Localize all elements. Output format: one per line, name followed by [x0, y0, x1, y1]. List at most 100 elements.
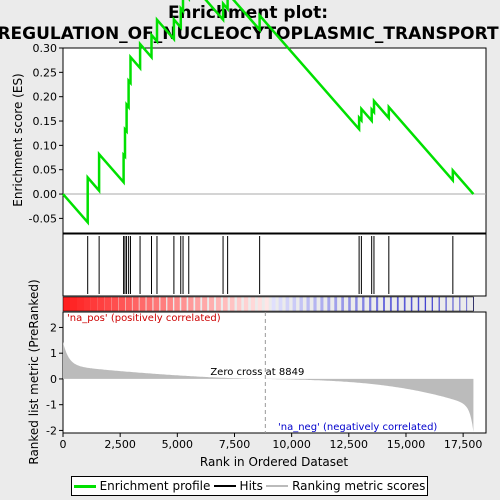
x-axis-label: Rank in Ordered Dataset — [200, 455, 348, 469]
legend-swatch-metric — [266, 485, 288, 487]
legend: Enrichment profile Hits Ranking metric s… — [71, 476, 428, 496]
rank-color-bar — [63, 297, 474, 311]
x-tick-label: 2,500 — [104, 438, 136, 451]
x-tick-label: 10,000 — [272, 438, 311, 451]
metric-y-tick-label: 2 — [50, 321, 57, 334]
x-tick-label: 5,000 — [162, 438, 194, 451]
color-bar-segment — [188, 297, 193, 311]
legend-item-hits: Hits — [214, 479, 263, 493]
color-bar-segment — [293, 297, 297, 311]
es-y-axis-label: Enrichment score (ES) — [11, 73, 25, 206]
color-bar-segment — [300, 297, 303, 311]
color-bar-segment — [383, 297, 385, 311]
es-y-tick-label: 0.15 — [33, 115, 58, 128]
neg-correlated-label: 'na_neg' (negatively correlated) — [278, 422, 437, 433]
color-bar-segment — [418, 297, 419, 311]
color-bar-segment — [279, 297, 283, 311]
metric-y-tick-label: -1 — [46, 399, 57, 412]
es-y-tick-label: 0.30 — [33, 42, 58, 55]
legend-item-metric: Ranking metric scores — [266, 479, 425, 493]
color-bar-segment — [453, 297, 454, 311]
color-bar-segment — [439, 297, 440, 311]
color-bar-segment — [98, 297, 105, 311]
color-bar-segment — [390, 297, 392, 311]
color-bar-segment — [223, 297, 228, 311]
color-bar-segment — [112, 297, 119, 311]
color-bar-segment — [153, 297, 159, 311]
x-tick-label: 17,500 — [444, 438, 483, 451]
color-bar-segment — [446, 297, 447, 311]
color-bar-segment — [63, 297, 70, 311]
color-bar-segment — [202, 297, 207, 311]
legend-swatch-hits — [214, 485, 236, 487]
color-bar-segment — [84, 297, 91, 311]
color-bar-segment — [466, 297, 467, 311]
pos-correlated-label: 'na_pos' (positively correlated) — [67, 313, 221, 324]
color-bar-segment — [265, 297, 269, 311]
color-bar-segment — [404, 297, 406, 311]
legend-label-enrichment: Enrichment profile — [100, 479, 211, 493]
es-y-tick-label: 0.00 — [33, 188, 58, 201]
color-bar-segment — [425, 297, 426, 311]
color-bar-segment — [348, 297, 351, 311]
es-y-tick-label: -0.05 — [29, 212, 57, 225]
color-bar-segment — [327, 297, 330, 311]
color-bar-segment — [167, 297, 173, 311]
color-bar-segment — [334, 297, 337, 311]
color-bar-segment — [411, 297, 413, 311]
color-bar-segment — [126, 297, 132, 311]
color-bar-segment — [320, 297, 323, 311]
color-bar-segment — [244, 297, 248, 311]
color-bar-segment — [146, 297, 152, 311]
color-bar-segment — [230, 297, 235, 311]
color-bar-segment — [251, 297, 255, 311]
color-bar-segment — [133, 297, 139, 311]
color-bar-segment — [286, 297, 290, 311]
color-bar-segment — [160, 297, 166, 311]
legend-label-metric: Ranking metric scores — [292, 479, 425, 493]
color-bar-segment — [258, 297, 262, 311]
legend-item-enrichment: Enrichment profile — [74, 479, 211, 493]
x-tick-label: 0 — [60, 438, 67, 451]
legend-label-hits: Hits — [240, 479, 263, 493]
color-bar-segment — [70, 297, 77, 311]
color-bar-segment — [77, 297, 84, 311]
color-bar-segment — [272, 297, 276, 311]
metric-y-tick-label: -2 — [46, 424, 57, 437]
color-bar-segment — [397, 297, 399, 311]
color-bar-segment — [432, 297, 433, 311]
color-bar-segment — [216, 297, 221, 311]
color-bar-segment — [369, 297, 371, 311]
es-y-tick-label: 0.25 — [33, 66, 58, 79]
color-bar-segment — [209, 297, 214, 311]
color-bar-segment — [237, 297, 241, 311]
color-bar-segment — [174, 297, 179, 311]
color-bar-segment — [355, 297, 357, 311]
color-bar-segment — [313, 297, 316, 311]
es-y-tick-label: 0.05 — [33, 164, 58, 177]
x-tick-label: 12,500 — [330, 438, 369, 451]
color-bar-segment — [195, 297, 200, 311]
legend-swatch-enrichment — [74, 485, 96, 488]
chart-title-line1: Enrichment plot: — [168, 3, 328, 23]
color-bar-segment — [119, 297, 125, 311]
color-bar-segment — [376, 297, 378, 311]
color-bar-segment — [460, 297, 461, 311]
metric-y-tick-label: 1 — [50, 347, 57, 360]
es-y-tick-label: 0.10 — [33, 139, 58, 152]
color-bar-segment — [91, 297, 98, 311]
es-y-tick-label: 0.20 — [33, 91, 58, 104]
color-bar-segment — [181, 297, 186, 311]
zero-cross-label: Zero cross at 8849 — [210, 367, 304, 378]
color-bar-segment — [140, 297, 146, 311]
color-bar-segment — [341, 297, 344, 311]
chart-title-line2: REGULATION_OF_NUCLEOCYTOPLASMIC_TRANSPOR… — [0, 24, 499, 44]
color-bar-segment — [306, 297, 309, 311]
metric-y-tick-label: 0 — [50, 373, 57, 386]
x-tick-label: 7,500 — [219, 438, 251, 451]
color-bar-segment — [105, 297, 112, 311]
color-bar-segment — [362, 297, 364, 311]
es-panel — [63, 48, 486, 233]
x-tick-label: 15,000 — [387, 438, 426, 451]
